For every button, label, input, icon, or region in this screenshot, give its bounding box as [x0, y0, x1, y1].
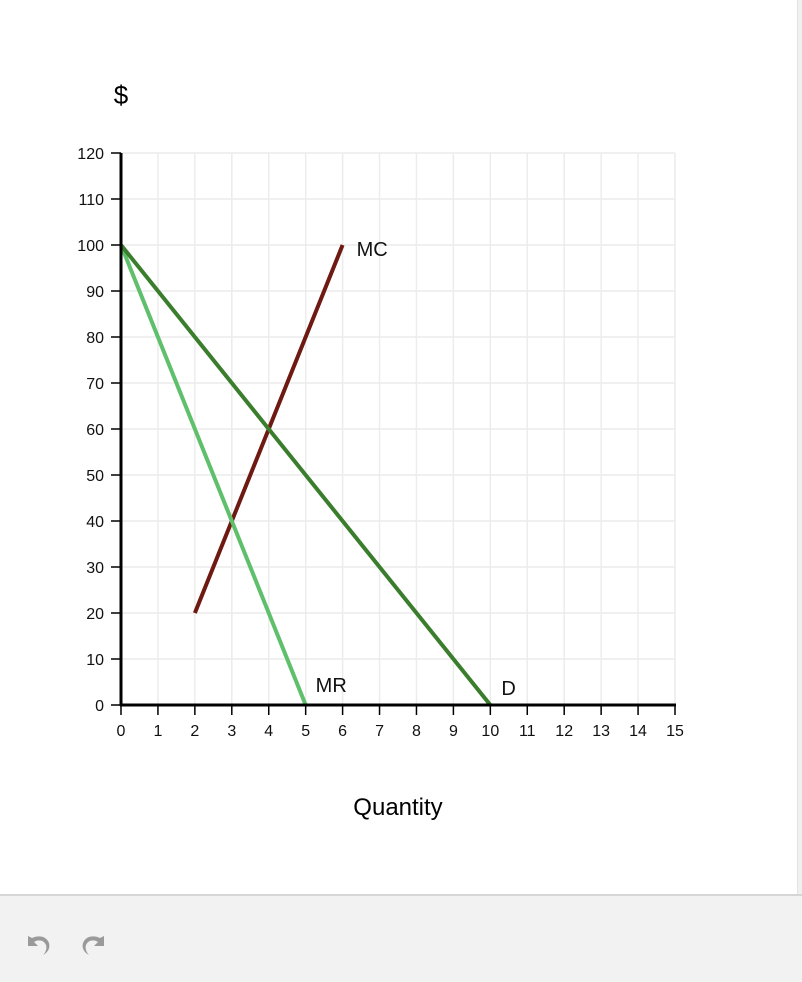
- y-tick-label: 30: [86, 560, 104, 577]
- x-tick-label: 7: [375, 723, 384, 740]
- x-tick-label: 8: [412, 723, 421, 740]
- x-tick-label: 1: [153, 723, 162, 740]
- series-label-d: D: [501, 678, 515, 700]
- y-tick-label: 0: [95, 698, 104, 715]
- grid: [121, 152, 676, 705]
- x-axis-label: Quantity: [353, 794, 442, 821]
- x-tick-label: 0: [117, 723, 126, 740]
- x-tick-label: 3: [227, 723, 236, 740]
- y-tick-label: 20: [86, 606, 104, 623]
- panel-edge: [797, 0, 802, 896]
- chart: 0 1 2 3 4 5 6 7 8 9 10 11 12 13 14 15010203040506070809…: [77, 80, 684, 821]
- x-tick-label: 14: [629, 723, 647, 740]
- y-tick-label: 70: [86, 376, 104, 393]
- y-tick-label: 90: [86, 284, 104, 301]
- undo-arrow-icon: [28, 936, 50, 955]
- series-labels: MC MR D: [316, 239, 516, 700]
- y-tick-label: 80: [86, 330, 104, 347]
- y-tick-label: 50: [86, 468, 104, 485]
- x-tick-label: 9: [449, 723, 458, 740]
- series-lines: [119, 243, 492, 707]
- x-tick-label: 5: [301, 723, 310, 740]
- x-tick-label: 2: [190, 723, 199, 740]
- x-tick-label: 12: [555, 723, 573, 740]
- y-axis-label: $: [114, 80, 129, 110]
- x-tick-label: 13: [592, 723, 610, 740]
- y-tick-label: 60: [86, 422, 104, 439]
- y-tick-label: 10: [86, 652, 104, 669]
- x-tick-label: 11: [519, 723, 536, 740]
- x-tick-label: 4: [264, 723, 273, 740]
- series-line-mr[interactable]: [119, 244, 308, 706]
- redo-arrow-icon: [82, 936, 104, 955]
- x-tick-label: 6: [338, 723, 347, 740]
- y-tick-label: 120: [77, 146, 104, 163]
- series-label-mr: MR: [316, 675, 347, 697]
- redo-button[interactable]: [78, 930, 112, 958]
- undo-button[interactable]: [20, 930, 54, 958]
- ticks: 0 1 2 3 4 5 6 7 8 9 10 11 12 13 14 15010203040506070809…: [77, 146, 684, 740]
- y-tick-label: 100: [77, 238, 104, 255]
- y-tick-label: 40: [86, 514, 104, 531]
- series-line-d[interactable]: [119, 243, 492, 707]
- y-tick-label: 110: [78, 192, 104, 209]
- x-tick-label: 10: [481, 723, 499, 740]
- series-label-mc: MC: [357, 239, 388, 261]
- toolbar: [0, 894, 802, 982]
- x-tick-label: 15: [666, 723, 684, 740]
